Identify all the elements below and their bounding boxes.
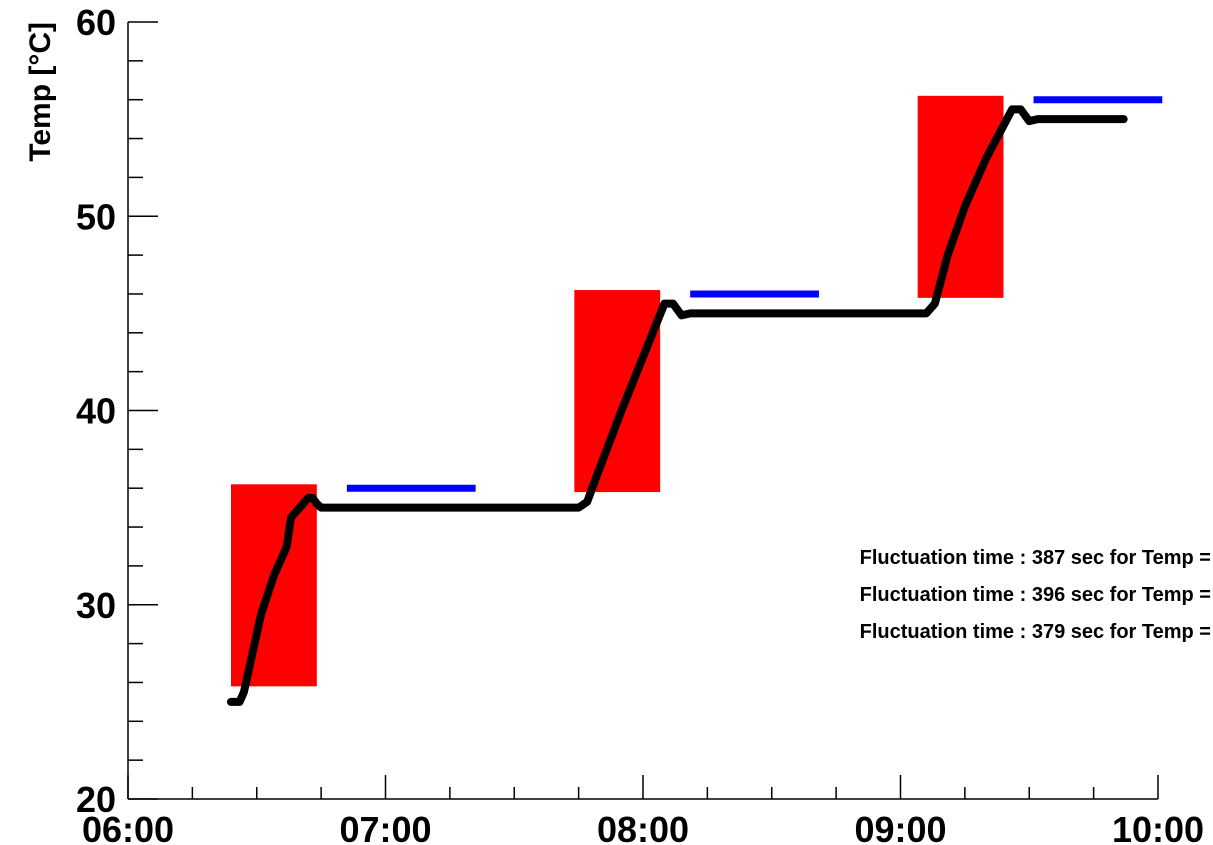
data-point: [670, 300, 677, 307]
fluctuation-box-2: [574, 290, 661, 493]
setpoint-lines: [346, 96, 1163, 492]
data-point: [961, 203, 968, 210]
data-point: [270, 572, 277, 579]
data-point: [318, 504, 325, 511]
data-point: [584, 498, 591, 505]
x-tick-label: 06:00: [82, 809, 174, 845]
data-point: [983, 154, 990, 161]
data-point: [1120, 116, 1127, 123]
data-point: [322, 504, 329, 511]
fluctuation-annotation-2: Fluctuation time : 396 sec for Temp =: [860, 584, 1211, 606]
data-point: [618, 407, 625, 414]
y-tick-label: 40: [76, 391, 116, 432]
data-point: [678, 312, 685, 319]
data-point: [923, 310, 930, 317]
y-tick-label: 20: [76, 779, 116, 820]
data-point: [687, 310, 694, 317]
data-point: [309, 494, 316, 501]
fluctuation-annotation-3: Fluctuation time : 379 sec for Temp =: [860, 621, 1211, 643]
x-tick-label: 08:00: [597, 809, 689, 845]
data-point: [511, 504, 518, 511]
fluctuation-boxes: [231, 95, 1004, 687]
y-tick-label: 60: [76, 2, 116, 43]
data-point: [661, 300, 668, 307]
data-point: [240, 689, 247, 696]
data-point: [931, 300, 938, 307]
x-ticks: 06:00 07:00 08:00 09:00 10:00: [82, 775, 1204, 845]
data-point: [592, 475, 599, 482]
data-point: [236, 698, 243, 705]
data-point: [249, 650, 256, 657]
data-point: [313, 500, 320, 507]
y-axis-title: Temp [°C]: [24, 22, 57, 162]
data-point: [382, 504, 389, 511]
data-point: [288, 514, 295, 521]
data-point: [644, 343, 651, 350]
data-point: [1017, 106, 1024, 113]
x-tick-label: 09:00: [854, 809, 946, 845]
x-tick-label: 10:00: [1112, 809, 1204, 845]
data-point: [575, 504, 582, 511]
x-tick-label: 07:00: [339, 809, 431, 845]
data-point: [768, 310, 775, 317]
temperature-series-line: [227, 105, 1128, 706]
y-tick-label: 30: [76, 585, 116, 626]
series-layer: [227, 105, 1128, 706]
data-point: [228, 698, 234, 705]
fluctuation-annotation-1: Fluctuation time : 387 sec for Temp =: [860, 547, 1211, 569]
annotations: Fluctuation time : 387 sec for Temp = Flu…: [860, 547, 1211, 643]
data-point: [897, 310, 904, 317]
data-point: [258, 611, 265, 618]
fluctuation-box-3: [917, 95, 1004, 298]
data-point: [1009, 106, 1016, 113]
data-point: [944, 252, 951, 259]
y-tick-label: 50: [76, 196, 116, 237]
y-ticks: 20 30 40 50 60: [76, 2, 158, 820]
data-point: [283, 543, 290, 550]
data-point: [1034, 116, 1041, 123]
data-point: [296, 504, 303, 511]
data-point: [1090, 116, 1097, 123]
data-point: [305, 494, 312, 501]
data-point: [1026, 118, 1033, 125]
